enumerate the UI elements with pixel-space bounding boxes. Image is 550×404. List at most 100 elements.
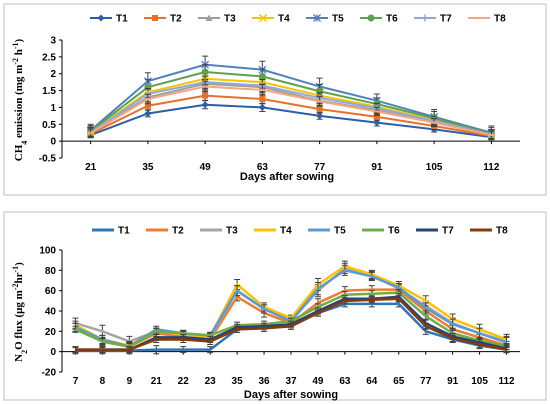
series-line bbox=[90, 85, 492, 137]
data-point-marker bbox=[201, 68, 209, 76]
legend-label: T8 bbox=[494, 14, 506, 25]
data-point-marker bbox=[367, 14, 375, 22]
legend-label: T1 bbox=[118, 226, 130, 237]
data-point-marker bbox=[97, 14, 105, 22]
y-tick-label: -0.5 bbox=[39, 154, 57, 165]
data-point-marker bbox=[201, 101, 209, 109]
chart-frame bbox=[3, 3, 547, 196]
legend-item-t1: T1 bbox=[92, 226, 130, 237]
legend-item-t7: T7 bbox=[414, 14, 452, 25]
x-tick-label: 35 bbox=[142, 162, 154, 173]
y-axis-label: CH4 emission (mg m-2 h-1) bbox=[11, 38, 29, 161]
data-point-marker bbox=[202, 92, 209, 99]
legend-item-t8: T8 bbox=[468, 14, 506, 25]
legend-label: T4 bbox=[280, 226, 292, 237]
legend-label: T6 bbox=[388, 226, 400, 237]
y-tick-label: 2 bbox=[50, 69, 56, 80]
series-line bbox=[90, 103, 492, 139]
x-tick-label: 49 bbox=[200, 162, 212, 173]
data-point-marker bbox=[313, 14, 321, 22]
legend-item-t7: T7 bbox=[416, 226, 454, 237]
series-layer bbox=[72, 260, 510, 355]
x-tick-label: 7 bbox=[73, 376, 79, 387]
x-tick-label: 23 bbox=[205, 376, 217, 387]
x-tick-label: 8 bbox=[100, 376, 106, 387]
data-point-marker bbox=[258, 72, 266, 80]
x-tick-label: 49 bbox=[312, 376, 324, 387]
legend-label: T2 bbox=[172, 226, 184, 237]
legend: T1 T2 T3 T4 T5 T6 T7 T8 bbox=[92, 226, 508, 237]
legend-item-t6: T6 bbox=[360, 14, 398, 25]
legend-label: T5 bbox=[332, 14, 344, 25]
data-point-marker bbox=[421, 14, 429, 22]
legend-label: T8 bbox=[496, 226, 508, 237]
data-point-marker bbox=[144, 102, 151, 109]
legend-item-t2: T2 bbox=[144, 14, 182, 25]
x-tick-label: 91 bbox=[371, 162, 383, 173]
legend-item-t2: T2 bbox=[146, 226, 184, 237]
legend-label: T3 bbox=[226, 226, 238, 237]
x-tick-label: 21 bbox=[151, 376, 163, 387]
legend-label: T4 bbox=[278, 14, 290, 25]
y-tick-label: 80 bbox=[45, 266, 57, 277]
data-point-marker bbox=[258, 103, 266, 111]
data-point-marker bbox=[259, 96, 266, 102]
chart-frame bbox=[3, 211, 547, 401]
series-line bbox=[90, 81, 492, 136]
x-tick-label: 91 bbox=[447, 376, 459, 387]
x-axis-label: Days after sowing bbox=[240, 171, 334, 183]
y-tick-label: 20 bbox=[45, 327, 57, 338]
x-tick-label: 63 bbox=[339, 376, 351, 387]
legend-label: T2 bbox=[170, 14, 182, 25]
series-line bbox=[90, 94, 492, 138]
x-tick-label: 112 bbox=[483, 162, 500, 173]
legend-label: T1 bbox=[116, 14, 128, 25]
data-point-marker bbox=[316, 106, 323, 113]
data-point-marker bbox=[144, 109, 152, 117]
x-tick-label: 22 bbox=[178, 376, 190, 387]
y-axis-label: N2O flux (μg m-2hr-1) bbox=[11, 262, 29, 362]
legend-label: T7 bbox=[440, 14, 452, 25]
x-tick-label: 63 bbox=[257, 162, 269, 173]
series-t8 bbox=[87, 80, 495, 140]
legend-item-t4: T4 bbox=[252, 14, 290, 25]
y-tick-label: 0.5 bbox=[42, 120, 56, 131]
x-tick-label: 105 bbox=[471, 376, 488, 387]
x-tick-label: 112 bbox=[498, 376, 515, 387]
y-tick-label: 2.5 bbox=[42, 52, 56, 63]
legend-item-t5: T5 bbox=[306, 14, 344, 25]
legend-label: T6 bbox=[386, 14, 398, 25]
legend-item-t3: T3 bbox=[200, 226, 238, 237]
x-tick-label: 36 bbox=[258, 376, 270, 387]
legend-item-t8: T8 bbox=[470, 226, 508, 237]
legend: T1 T2 T3 T4 T5 T6 T7 T8 bbox=[90, 14, 506, 25]
y-tick-label: 1.5 bbox=[42, 86, 56, 97]
y-tick-label: 0 bbox=[50, 137, 56, 148]
data-point-marker bbox=[373, 119, 381, 127]
x-tick-label: 77 bbox=[314, 162, 326, 173]
ch4-emission-chart: T1 T2 T3 T4 T5 T6 T7 T8 -0.5 0 0.5 1 1.5 2 2.5 3 21 35 49… bbox=[3, 3, 547, 196]
series-layer bbox=[86, 55, 496, 141]
series-line bbox=[90, 71, 492, 135]
y-tick-label: 100 bbox=[39, 246, 56, 257]
x-tick-label: 105 bbox=[426, 162, 443, 173]
data-point-marker bbox=[152, 15, 158, 21]
x-tick-label: 35 bbox=[232, 376, 244, 387]
legend-item-t5: T5 bbox=[308, 226, 346, 237]
series-t8 bbox=[72, 295, 510, 354]
data-point-marker bbox=[316, 112, 324, 120]
x-tick-label: 64 bbox=[366, 376, 378, 387]
y-tick-label: 60 bbox=[45, 286, 57, 297]
legend-item-t4: T4 bbox=[254, 226, 292, 237]
data-point-marker bbox=[258, 13, 268, 23]
x-tick-label: 77 bbox=[420, 376, 432, 387]
data-point-marker bbox=[205, 14, 213, 21]
data-point-marker bbox=[373, 113, 380, 120]
x-tick-label: 21 bbox=[85, 162, 97, 173]
x-tick-label: 37 bbox=[285, 376, 297, 387]
legend-label: T5 bbox=[334, 226, 346, 237]
legend-label: T3 bbox=[224, 14, 236, 25]
x-tick-label: 65 bbox=[393, 376, 405, 387]
n2o-flux-chart: T1 T2 T3 T4 T5 T6 T7 T8 -20 0 20 40 60 80 100 7 8 9 21 22 2… bbox=[3, 211, 547, 401]
